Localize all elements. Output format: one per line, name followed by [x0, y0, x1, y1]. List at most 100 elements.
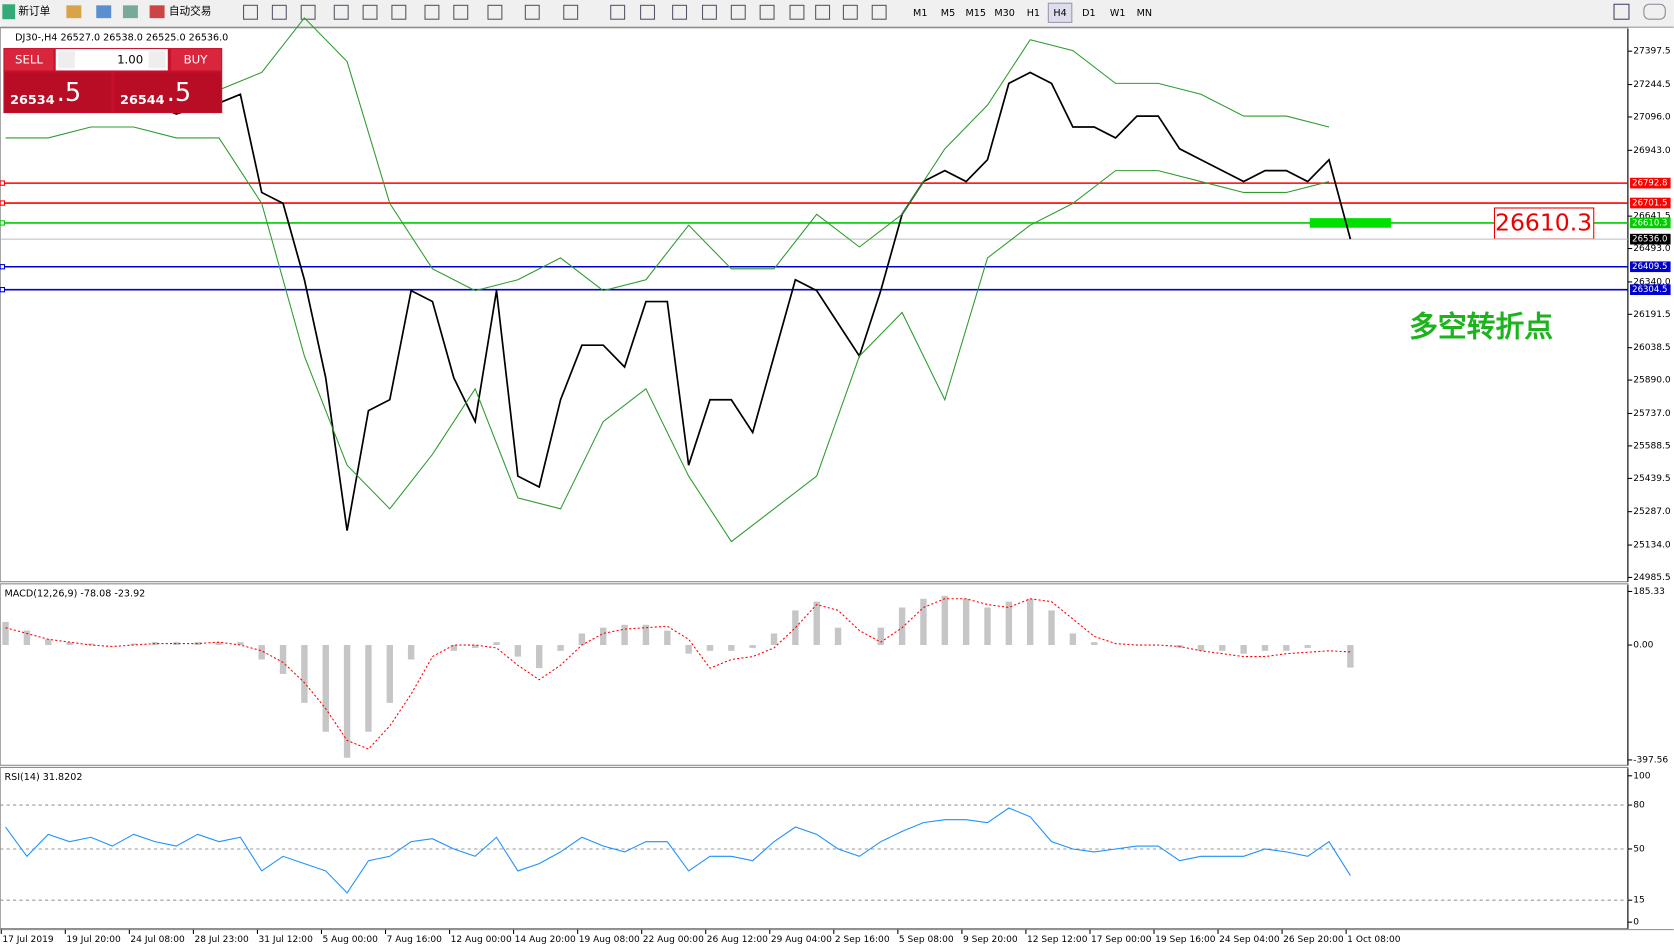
sell-label[interactable]: SELL	[15, 52, 43, 66]
timeframe[interactable]: W1	[1110, 8, 1126, 19]
panel-title: DJ30-,H4 26527.0 26538.0 26525.0 26536.0	[15, 32, 228, 43]
time-label: 26 Sep 20:00	[1283, 935, 1344, 945]
timeframe[interactable]: D1	[1082, 8, 1096, 19]
sell-button[interactable]	[4, 49, 54, 71]
level-label: 26610.3	[1632, 218, 1667, 228]
price-label: 26610.3	[1495, 209, 1592, 237]
tool-icon[interactable]	[243, 4, 258, 20]
level-handle[interactable]	[0, 180, 6, 186]
y-tick-label: 0.00	[1633, 641, 1653, 651]
tool-icon[interactable]	[362, 4, 378, 20]
charts: DJ30-,H4 26527.0 26538.0 26525.0 26536.0…	[0, 17, 1674, 945]
chat[interactable]	[1643, 3, 1666, 20]
timeframe[interactable]: M15	[966, 8, 986, 19]
timeframe[interactable]: M30	[994, 8, 1014, 19]
marker-bar	[1309, 218, 1391, 228]
tool-icon[interactable]	[759, 4, 775, 20]
time-label: 26 Aug 12:00	[707, 935, 768, 945]
y-tick-label: 27397.5	[1633, 47, 1670, 57]
time-label: 12 Sep 12:00	[1027, 935, 1088, 945]
icon[interactable]	[66, 5, 82, 19]
tool-icon[interactable]	[524, 4, 540, 20]
price-box	[1493, 207, 1595, 240]
timeframe[interactable]: M1	[913, 8, 927, 19]
spin[interactable]	[148, 51, 166, 69]
time-label: 28 Jul 23:00	[194, 935, 249, 945]
y-tick-label: 15	[1633, 896, 1645, 906]
tool-icon[interactable]	[672, 4, 688, 20]
y-tick-label: -397.56	[1633, 755, 1668, 765]
spin[interactable]	[57, 51, 75, 69]
buy-label[interactable]: BUY	[184, 52, 209, 66]
tool-icon[interactable]	[842, 4, 858, 20]
y-tick-label: 185.33	[1633, 587, 1665, 597]
level-tag	[1630, 261, 1671, 273]
sell-frac: .5	[57, 78, 81, 108]
tool-icon[interactable]	[789, 4, 805, 20]
tool-icon[interactable]	[730, 4, 746, 20]
level-tag	[1630, 284, 1671, 295]
tool-icon[interactable]	[701, 4, 717, 20]
panel-title: MACD(12,26,9) -78.08 -23.92	[4, 588, 145, 599]
time-label: 1 Oct 08:00	[1347, 935, 1401, 945]
sell-price[interactable]	[4, 72, 112, 113]
y-tick-label: 100	[1633, 771, 1651, 781]
tool-icon[interactable]	[271, 4, 287, 20]
tool-icon[interactable]	[300, 4, 316, 20]
lot[interactable]: 1.00	[117, 52, 143, 66]
level-handle[interactable]	[0, 200, 6, 206]
level-label: 26409.5	[1632, 262, 1667, 272]
tool-icon[interactable]	[487, 4, 503, 20]
icon[interactable]	[122, 5, 138, 19]
tool-icon[interactable]	[424, 4, 440, 20]
y-tick-label: 26340.0	[1633, 277, 1671, 287]
y-tick-label: 25134.0	[1633, 541, 1671, 551]
y-tick-label: 50	[1633, 844, 1645, 854]
annotation: 多空转折点	[1409, 310, 1553, 344]
y-tick-label: 0	[1633, 918, 1639, 928]
toolbar-button[interactable]: 自动交易	[169, 5, 212, 18]
level-label: 26536.0	[1632, 235, 1667, 245]
level-handle[interactable]	[0, 286, 6, 293]
tool-icon[interactable]	[391, 4, 407, 20]
tool-icon[interactable]	[815, 4, 831, 20]
y-tick-label: 25737.0	[1633, 409, 1671, 419]
tool-icon[interactable]	[871, 4, 887, 20]
buy-price[interactable]	[114, 72, 222, 113]
tool-icon[interactable]	[610, 4, 626, 20]
toolbar	[0, 0, 1674, 27]
level-handle[interactable]	[0, 264, 6, 270]
time-label: 5 Aug 00:00	[323, 935, 379, 945]
timeframe[interactable]: MN	[1137, 8, 1152, 19]
buy-main: 26544	[120, 93, 165, 108]
tool-icon[interactable]	[563, 4, 579, 20]
buy-button[interactable]	[170, 49, 222, 71]
lot-field[interactable]	[55, 49, 168, 71]
y-tick-label: 80	[1633, 801, 1645, 811]
tool-icon[interactable]	[333, 4, 349, 20]
tool-icon[interactable]	[453, 4, 469, 20]
timeframe[interactable]: H1	[1027, 8, 1040, 19]
time-label: 19 Aug 08:00	[579, 935, 640, 945]
y-tick-label: 27244.5	[1633, 80, 1670, 90]
icon[interactable]	[149, 5, 165, 19]
y-tick-label: 26641.5	[1633, 212, 1670, 222]
timeframe[interactable]: H4	[1053, 8, 1066, 19]
time-label: 17 Jul 2019	[2, 935, 54, 945]
level-tag	[1630, 217, 1671, 229]
time-label: 2 Sep 16:00	[835, 935, 890, 945]
lower-line	[5, 126, 1330, 543]
level-tag	[1630, 177, 1671, 189]
sell-main: 26534	[10, 93, 55, 108]
y-tick-label: 25287.0	[1633, 507, 1671, 517]
tool-icon[interactable]	[640, 4, 656, 20]
level-tag	[1630, 233, 1671, 245]
timeframe[interactable]: M5	[941, 8, 955, 19]
icon[interactable]	[2, 4, 16, 20]
time-label: 7 Aug 16:00	[387, 935, 443, 945]
toolbar-button[interactable]: 新订单	[18, 5, 50, 18]
level-handle[interactable]	[0, 220, 6, 226]
time-label: 14 Aug 20:00	[515, 935, 576, 945]
search[interactable]	[1613, 3, 1630, 20]
icon[interactable]	[96, 5, 112, 19]
